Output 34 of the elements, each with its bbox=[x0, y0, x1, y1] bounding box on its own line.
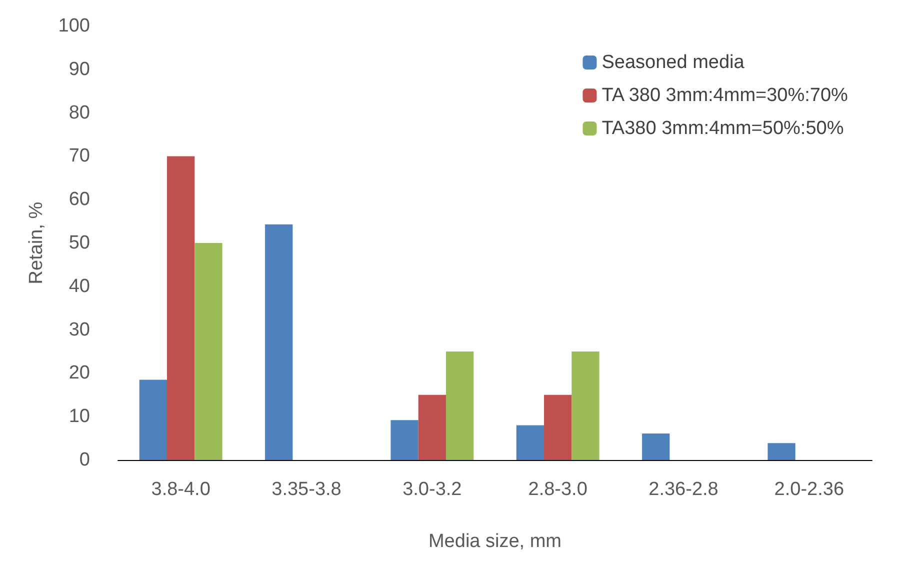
y-tick-label: 10 bbox=[68, 406, 90, 428]
legend-label: Seasoned media bbox=[602, 52, 745, 73]
bar bbox=[572, 352, 600, 460]
x-tick-label: 2.36-2.8 bbox=[648, 479, 718, 500]
x-tick-label: 2.8-3.0 bbox=[528, 479, 588, 500]
y-tick-label: 30 bbox=[68, 319, 90, 340]
y-tick-label: 40 bbox=[68, 276, 90, 297]
y-tick-label: 60 bbox=[68, 189, 90, 210]
bar bbox=[194, 243, 222, 460]
bar bbox=[768, 443, 796, 460]
legend-label: TA 380 3mm:4mm=30%:70% bbox=[602, 85, 848, 106]
x-axis-title: Media size, mm bbox=[428, 531, 562, 552]
legend-label: TA380 3mm:4mm=50%:50% bbox=[602, 118, 844, 139]
y-tick-label: 20 bbox=[68, 362, 90, 384]
bar bbox=[167, 156, 195, 460]
bar bbox=[390, 420, 418, 460]
bar bbox=[642, 434, 670, 460]
bar bbox=[139, 380, 168, 460]
x-tick-label: 3.8-4.0 bbox=[151, 479, 210, 500]
y-tick-label: 50 bbox=[68, 232, 90, 254]
y-tick-label: 80 bbox=[68, 102, 90, 124]
bar bbox=[446, 352, 474, 460]
bar bbox=[544, 394, 572, 460]
y-tick-label: 0 bbox=[79, 450, 90, 470]
bar bbox=[516, 425, 544, 460]
y-tick-label: 100 bbox=[58, 16, 90, 36]
x-tick-label: 3.0-3.2 bbox=[402, 479, 462, 500]
x-tick-label: 3.35-3.8 bbox=[272, 479, 342, 500]
y-tick-label: 90 bbox=[68, 58, 90, 80]
bar bbox=[418, 394, 446, 460]
y-tick-label: 70 bbox=[68, 146, 90, 167]
y-axis-title: Retain, % bbox=[26, 202, 47, 284]
bar bbox=[265, 224, 293, 460]
x-tick-label: 2.0-2.36 bbox=[774, 479, 844, 500]
